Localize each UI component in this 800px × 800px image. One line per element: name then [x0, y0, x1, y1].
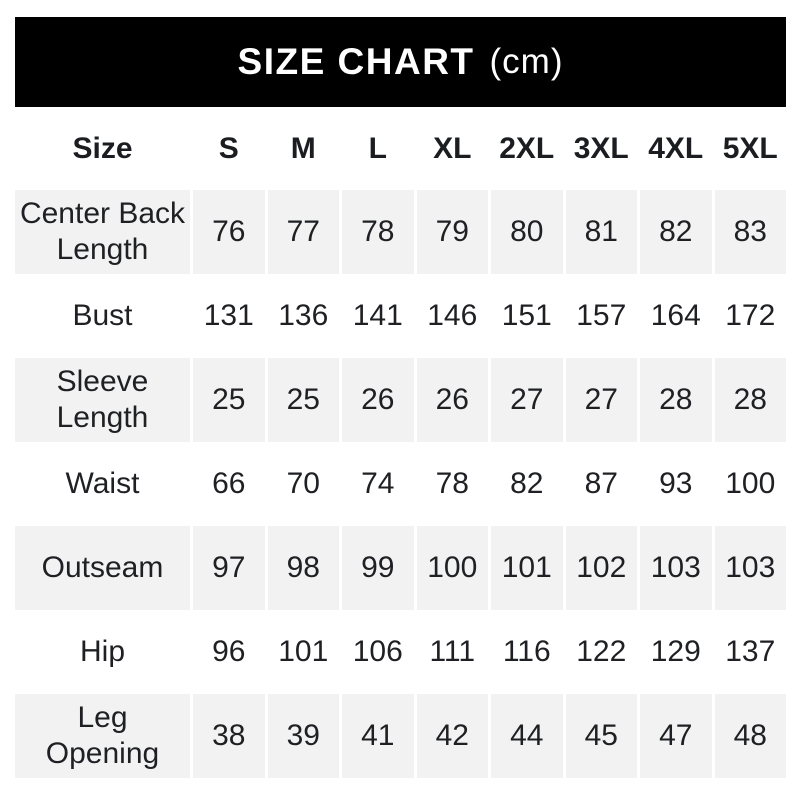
table-cell: 96: [212, 635, 246, 668]
table-head: Size S M L XL 2XL 3XL 4XL 5XL: [15, 107, 786, 190]
table-cell: 82: [510, 467, 544, 500]
table-row: Outseam 97 98 99 100 101 102 103 103: [15, 526, 786, 610]
row-label: Center Back Length: [15, 190, 190, 274]
table-cell: 151: [501, 299, 552, 332]
column-header-3xl: 3XL: [573, 131, 629, 165]
table-cell: 98: [267, 526, 339, 610]
column-header-m: M: [290, 131, 316, 165]
table-cell: 146: [427, 299, 478, 332]
table-cell: 45: [565, 694, 637, 778]
table-cell: 28: [714, 358, 786, 442]
table-cell: 80: [491, 190, 563, 274]
table-row: Hip 96 101 106 111 116 122 129 137: [15, 610, 786, 694]
size-chart-table: Size S M L XL 2XL 3XL 4XL 5XL Center Back Length…: [12, 107, 789, 778]
table-cell: 101: [278, 635, 329, 668]
column-header-xl: XL: [433, 131, 472, 165]
table-cell: 103: [640, 526, 712, 610]
table-row: Waist 66 70 74 78 82 87 93 100: [15, 442, 786, 526]
table-cell: 38: [193, 694, 265, 778]
column-header-4xl: 4XL: [648, 131, 704, 165]
table-cell: 76: [193, 190, 265, 274]
table-cell: 81: [565, 190, 637, 274]
table-cell: 44: [491, 694, 563, 778]
table-body: Center Back Length 76 77 78 79 80 81 82 83 Bust 13…: [15, 190, 786, 778]
column-header-l: L: [368, 131, 387, 165]
table-cell: 78: [435, 467, 469, 500]
table-cell: 47: [640, 694, 712, 778]
table-row: Bust 131 136 141 146 151 157 164 172: [15, 274, 786, 358]
table-cell: 27: [565, 358, 637, 442]
table-cell: 26: [416, 358, 488, 442]
row-label: Waist: [65, 467, 140, 500]
table-cell: 70: [286, 467, 320, 500]
unit-label: (cm): [489, 42, 564, 81]
table-row: Center Back Length 76 77 78 79 80 81 82 83: [15, 190, 786, 274]
row-label: Bust: [72, 299, 133, 332]
table-cell: 111: [429, 635, 476, 668]
table-cell: 102: [565, 526, 637, 610]
table-cell: 74: [361, 467, 395, 500]
table-cell: 100: [725, 467, 776, 500]
row-label: Sleeve Length: [15, 358, 190, 442]
table-cell: 25: [267, 358, 339, 442]
row-label: Hip: [79, 635, 125, 668]
column-header-size: Size: [72, 131, 133, 165]
table-cell: 83: [714, 190, 786, 274]
table-cell: 26: [342, 358, 414, 442]
table-cell: 48: [714, 694, 786, 778]
table-row: Sleeve Length 25 25 26 26 27 27 28 28: [15, 358, 786, 442]
row-label: Outseam: [15, 526, 190, 610]
table-cell: 131: [203, 299, 254, 332]
table-cell: 137: [725, 635, 776, 668]
table-cell: 99: [342, 526, 414, 610]
table-cell: 122: [576, 635, 627, 668]
table-cell: 82: [640, 190, 712, 274]
table-cell: 77: [267, 190, 339, 274]
column-header-2xl: 2XL: [499, 131, 555, 165]
row-label: Leg Opening: [15, 694, 190, 778]
table-cell: 79: [416, 190, 488, 274]
table-cell: 129: [650, 635, 701, 668]
table-cell: 42: [416, 694, 488, 778]
table-cell: 100: [416, 526, 488, 610]
table-cell: 39: [267, 694, 339, 778]
table-cell: 41: [342, 694, 414, 778]
page-title: SIZE CHART: [237, 41, 475, 82]
table-cell: 106: [352, 635, 403, 668]
table-cell: 172: [725, 299, 776, 332]
table-cell: 27: [491, 358, 563, 442]
table-cell: 164: [650, 299, 701, 332]
table-cell: 101: [491, 526, 563, 610]
table-cell: 66: [212, 467, 246, 500]
table-cell: 93: [659, 467, 693, 500]
table-cell: 25: [193, 358, 265, 442]
table-cell: 78: [342, 190, 414, 274]
table-cell: 116: [502, 635, 551, 668]
table-row: Leg Opening 38 39 41 42 44 45 47 48: [15, 694, 786, 778]
table-cell: 97: [193, 526, 265, 610]
table-cell: 103: [714, 526, 786, 610]
column-header-s: S: [218, 131, 239, 165]
table-cell: 87: [584, 467, 618, 500]
table-cell: 157: [576, 299, 627, 332]
table-cell: 28: [640, 358, 712, 442]
column-header-5xl: 5XL: [722, 131, 778, 165]
size-chart-title-bar: SIZE CHART (cm): [15, 17, 786, 107]
table-header-row: Size S M L XL 2XL 3XL 4XL 5XL: [15, 107, 786, 190]
table-cell: 136: [278, 299, 329, 332]
table-cell: 141: [352, 299, 403, 332]
